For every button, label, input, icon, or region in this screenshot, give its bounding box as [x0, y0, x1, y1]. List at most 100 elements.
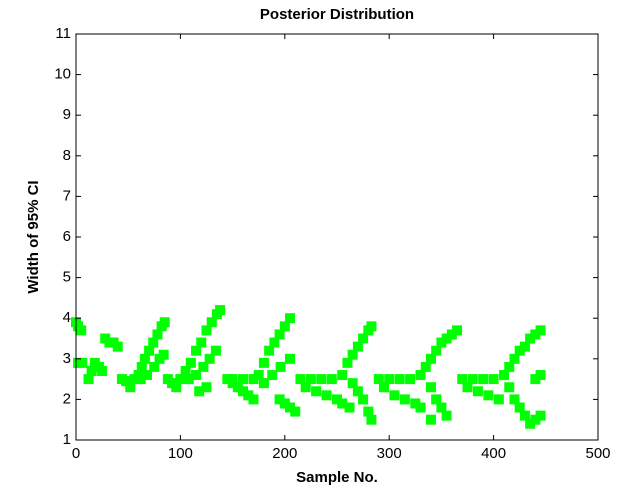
point — [352, 341, 363, 352]
point — [121, 376, 132, 387]
point — [436, 402, 447, 413]
point — [290, 406, 301, 417]
point — [267, 370, 278, 381]
y-tick-label: 8 — [63, 147, 71, 164]
point — [519, 410, 530, 421]
point — [394, 374, 405, 385]
point — [425, 414, 436, 425]
point — [321, 390, 332, 401]
point — [144, 345, 155, 356]
x-tick-label: 200 — [272, 445, 297, 462]
point — [499, 370, 510, 381]
point — [436, 337, 447, 348]
point — [352, 386, 363, 397]
point — [509, 394, 520, 405]
point — [425, 382, 436, 393]
point — [274, 394, 285, 405]
point — [514, 345, 525, 356]
point — [378, 382, 389, 393]
point — [275, 361, 286, 372]
point — [358, 333, 369, 344]
point — [201, 382, 212, 393]
plot-area — [76, 34, 598, 440]
point — [279, 398, 290, 409]
point — [232, 382, 243, 393]
point — [152, 329, 163, 340]
point — [300, 382, 311, 393]
y-tick-label: 7 — [63, 187, 71, 204]
point — [415, 370, 426, 381]
point — [373, 374, 384, 385]
point — [514, 402, 525, 413]
x-tick-label: 500 — [585, 445, 610, 462]
point — [141, 370, 152, 381]
point — [149, 361, 160, 372]
point — [285, 353, 296, 364]
point — [483, 390, 494, 401]
point — [248, 394, 259, 405]
point — [457, 374, 468, 385]
point — [441, 410, 452, 421]
x-tick-label: 0 — [72, 445, 80, 462]
chart-title: Posterior Distribution — [260, 6, 414, 23]
point — [158, 349, 169, 360]
point — [215, 305, 226, 316]
point — [227, 374, 238, 385]
point — [248, 374, 259, 385]
point — [337, 398, 348, 409]
y-tick-label: 11 — [55, 25, 71, 42]
point — [274, 329, 285, 340]
point — [525, 418, 536, 429]
point — [535, 410, 546, 421]
point — [285, 313, 296, 324]
point — [332, 394, 342, 405]
y-tick-label: 4 — [63, 309, 71, 326]
x-tick-label: 100 — [168, 445, 193, 462]
point — [366, 414, 377, 425]
point — [472, 386, 483, 397]
point — [285, 402, 296, 413]
y-tick-label: 2 — [63, 390, 71, 407]
y-tick-label: 3 — [63, 350, 71, 367]
point — [97, 365, 108, 376]
point — [420, 361, 431, 372]
point — [125, 382, 136, 393]
point — [446, 329, 457, 340]
point — [171, 382, 182, 393]
point — [347, 349, 358, 360]
point — [452, 325, 463, 336]
point — [530, 414, 541, 425]
point — [358, 394, 369, 405]
point — [316, 374, 327, 385]
point — [258, 357, 269, 368]
point — [238, 386, 249, 397]
y-tick-label: 5 — [63, 269, 71, 286]
point — [493, 394, 504, 405]
point — [347, 378, 358, 389]
point — [425, 353, 436, 364]
point — [344, 402, 355, 413]
point — [204, 353, 215, 364]
y-tick-label: 9 — [63, 106, 71, 123]
point — [342, 357, 353, 368]
point — [194, 386, 205, 397]
point — [530, 329, 541, 340]
point — [269, 337, 280, 348]
point — [135, 374, 146, 385]
point — [159, 317, 170, 328]
point — [136, 361, 147, 372]
point — [415, 402, 426, 413]
point — [519, 341, 530, 352]
point — [525, 333, 536, 344]
point — [191, 370, 202, 381]
point — [210, 345, 221, 356]
point — [431, 345, 442, 356]
point — [535, 325, 546, 336]
point — [441, 333, 452, 344]
point — [295, 374, 306, 385]
point — [410, 398, 421, 409]
scatter-points — [71, 305, 546, 429]
point — [264, 345, 275, 356]
point — [83, 374, 94, 385]
